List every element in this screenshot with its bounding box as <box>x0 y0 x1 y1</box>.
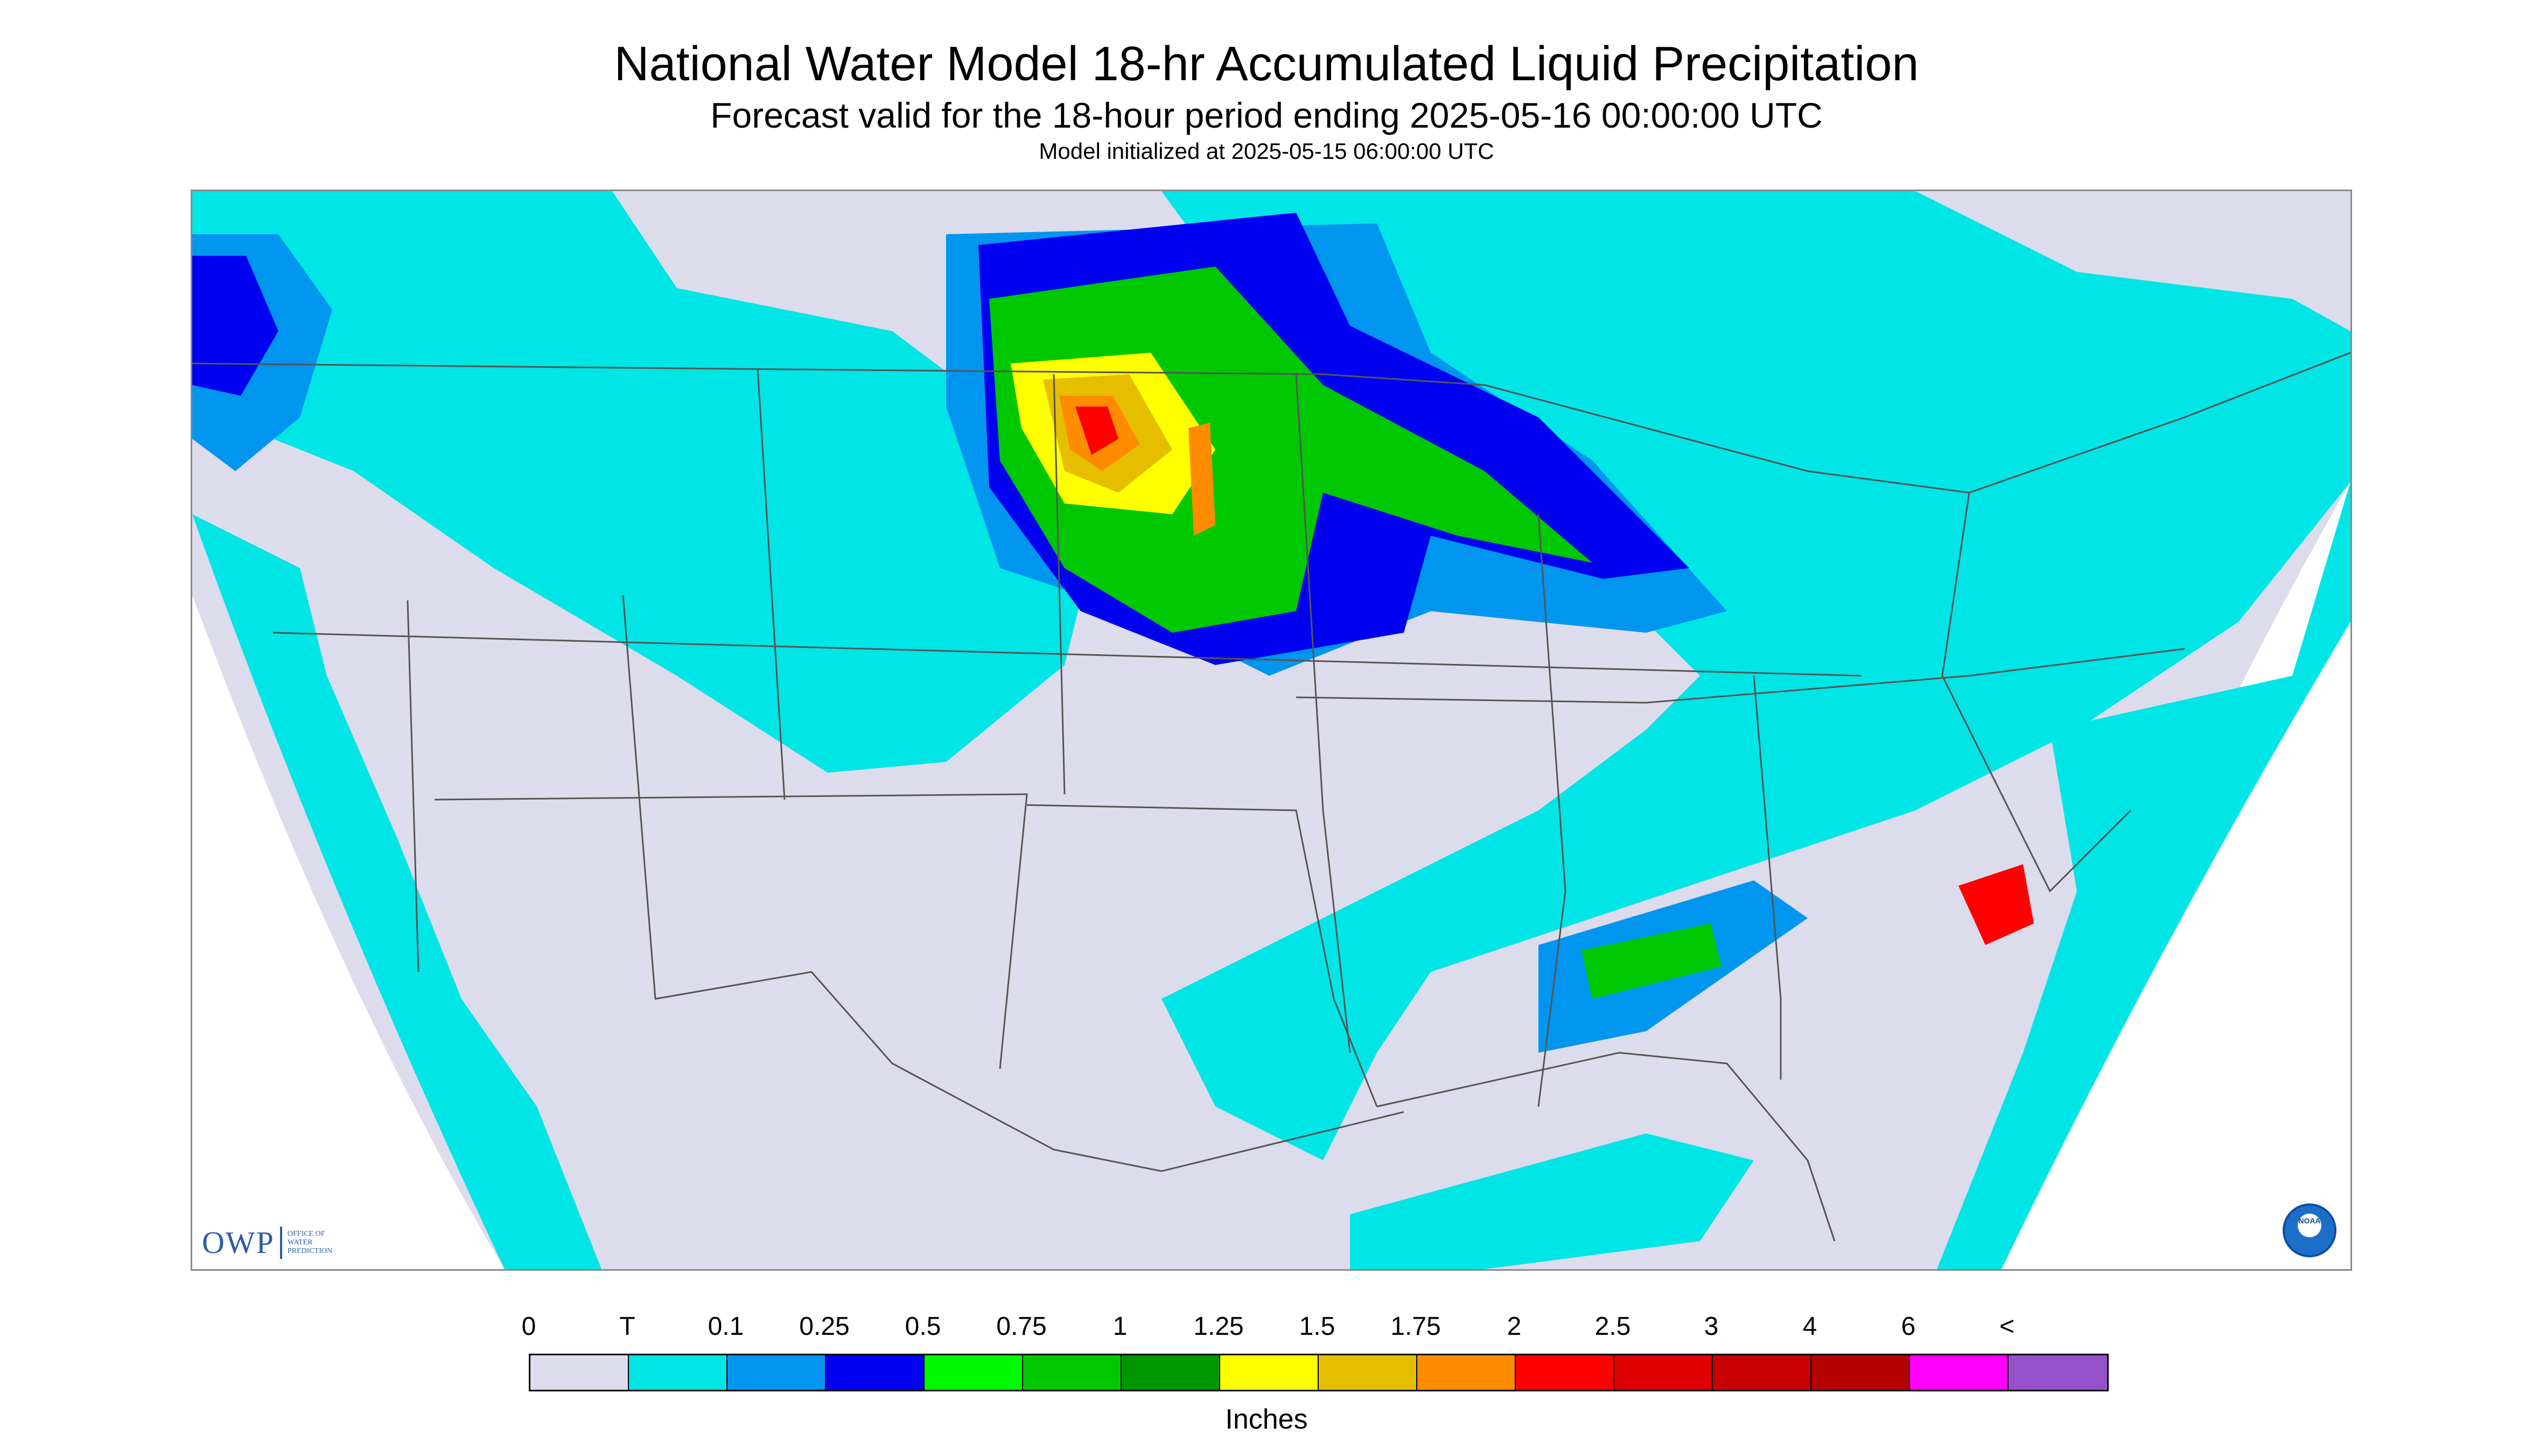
owp-logo: OWP OFFICE OF WATER PREDICTION <box>202 1224 332 1261</box>
legend-tick-label: 0.75 <box>996 1312 1047 1341</box>
legend-swatch <box>1516 1355 1614 1390</box>
legend-colorbar <box>529 1354 2109 1391</box>
precip-trace-atlantic <box>1937 482 2350 1269</box>
legend-swatch <box>1319 1355 1417 1390</box>
color-legend: 0 T 0.1 0.25 0.5 0.75 1 1.25 1.5 1.75 2 2.5 3 4 6 < <box>522 1311 2109 1418</box>
precip-band-0.5-se <box>1582 923 1722 999</box>
legend-swatch <box>1811 1355 1910 1390</box>
legend-swatch <box>1910 1355 2009 1390</box>
legend-swatch <box>1614 1355 1713 1390</box>
legend-swatch <box>2009 1355 2107 1390</box>
legend-tick-label: 4 <box>1802 1312 1817 1341</box>
model-init-time: Model initialized at 2025-05-15 06:00:00… <box>1039 138 1494 164</box>
legend-swatch <box>1220 1355 1319 1390</box>
legend-unit-label: Inches <box>1225 1404 1308 1435</box>
legend-tick-label: 2 <box>1507 1312 1522 1341</box>
owp-logo-divider <box>279 1226 282 1259</box>
legend-swatch <box>1122 1355 1220 1390</box>
legend-tick-label: T <box>619 1312 635 1341</box>
precipitation-map: OWP OFFICE OF WATER PREDICTION NOAA <box>191 190 2352 1271</box>
precip-band-0.25-pnw <box>192 256 278 396</box>
legend-swatch <box>1023 1355 1122 1390</box>
map-title: National Water Model 18-hr Accumulated L… <box>614 37 1919 91</box>
precip-trace-pacific-coast <box>192 514 601 1269</box>
legend-swatch <box>826 1355 925 1390</box>
noaa-logo-text: NOAA <box>2298 1216 2321 1225</box>
noaa-logo: NOAA <box>2283 1203 2336 1257</box>
legend-swatch <box>1713 1355 1811 1390</box>
legend-swatch <box>530 1355 629 1390</box>
legend-swatch <box>727 1355 826 1390</box>
owp-logo-text: OFFICE OF WATER PREDICTION <box>287 1229 333 1255</box>
legend-swatch <box>925 1355 1023 1390</box>
legend-tick-label: < <box>1999 1312 2015 1341</box>
legend-tick-label: 0.5 <box>905 1312 941 1341</box>
legend-tick-label: 0 <box>521 1312 536 1341</box>
legend-tick-label: 3 <box>1704 1312 1719 1341</box>
political-boundaries <box>192 352 2350 1242</box>
legend-tick-label: 2.5 <box>1594 1312 1631 1341</box>
map-svg <box>192 191 2350 1269</box>
precip-core-se <box>1958 864 2034 945</box>
map-subtitle: Forecast valid for the 18-hour period en… <box>710 95 1823 135</box>
legend-tick-label: 1.25 <box>1193 1312 1244 1341</box>
legend-labels: 0 T 0.1 0.25 0.5 0.75 1 1.25 1.5 1.75 2 2.5 3 4 6 < <box>522 1311 2015 1343</box>
legend-swatch <box>629 1355 727 1390</box>
legend-tick-label: 0.25 <box>799 1312 850 1341</box>
legend-tick-label: 1 <box>1112 1312 1128 1341</box>
legend-tick-label: 0.1 <box>708 1312 744 1341</box>
precip-trace-gulf <box>1350 1133 1754 1269</box>
owp-logo-letters: OWP <box>202 1225 275 1260</box>
precip-core-2.5 <box>1075 407 1118 455</box>
legend-swatch <box>1417 1355 1516 1390</box>
precip-trace-west <box>192 191 1108 773</box>
legend-tick-label: 6 <box>1901 1312 1916 1341</box>
legend-tick-label: 1.5 <box>1299 1312 1335 1341</box>
precip-core-east <box>1188 423 1215 536</box>
legend-tick-label: 1.75 <box>1390 1312 1441 1341</box>
